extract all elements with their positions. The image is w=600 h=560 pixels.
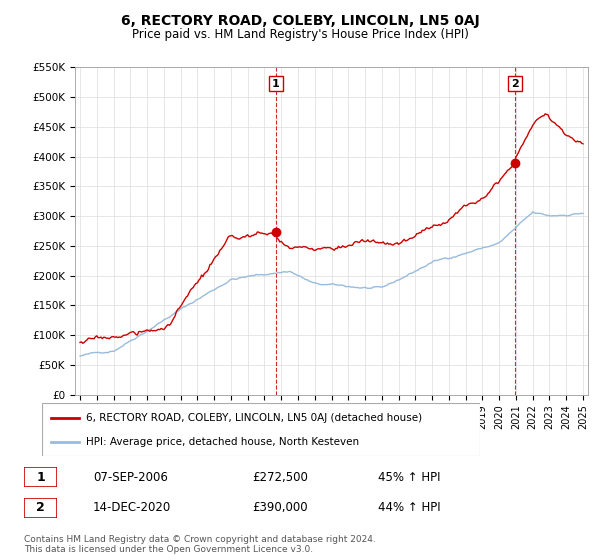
Text: 1: 1	[36, 470, 45, 484]
Text: 6, RECTORY ROAD, COLEBY, LINCOLN, LN5 0AJ: 6, RECTORY ROAD, COLEBY, LINCOLN, LN5 0A…	[121, 14, 479, 28]
Text: 6, RECTORY ROAD, COLEBY, LINCOLN, LN5 0AJ (detached house): 6, RECTORY ROAD, COLEBY, LINCOLN, LN5 0A…	[86, 413, 422, 423]
Text: 44% ↑ HPI: 44% ↑ HPI	[378, 501, 440, 515]
Text: 2: 2	[511, 78, 519, 88]
Text: 1: 1	[272, 78, 280, 88]
Text: £272,500: £272,500	[252, 470, 308, 484]
Text: 2: 2	[36, 501, 45, 515]
Text: HPI: Average price, detached house, North Kesteven: HPI: Average price, detached house, Nort…	[86, 436, 359, 446]
Text: 45% ↑ HPI: 45% ↑ HPI	[378, 470, 440, 484]
Text: 07-SEP-2006: 07-SEP-2006	[93, 470, 168, 484]
Text: £390,000: £390,000	[252, 501, 308, 515]
Text: 14-DEC-2020: 14-DEC-2020	[93, 501, 171, 515]
Text: Contains HM Land Registry data © Crown copyright and database right 2024.
This d: Contains HM Land Registry data © Crown c…	[24, 535, 376, 554]
Text: Price paid vs. HM Land Registry's House Price Index (HPI): Price paid vs. HM Land Registry's House …	[131, 28, 469, 41]
